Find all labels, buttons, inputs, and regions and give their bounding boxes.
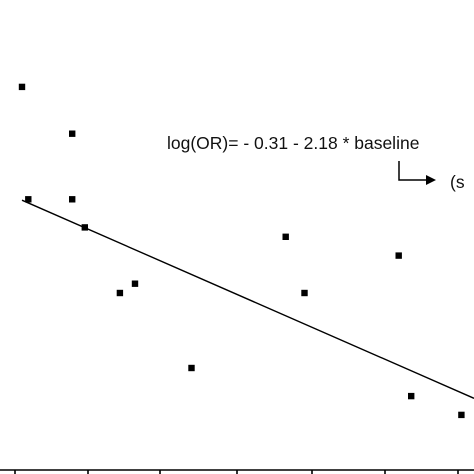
data-point-5 — [81, 224, 88, 231]
data-point-11 — [188, 364, 195, 372]
data-point-7 — [395, 252, 402, 259]
regression-equation: log(OR)= - 0.31 - 2.18 * baseline — [167, 133, 419, 153]
data-point-9 — [116, 289, 124, 297]
data-point-8 — [131, 280, 139, 287]
data-point-2 — [69, 130, 76, 137]
data-point-4 — [69, 196, 76, 203]
arrow-annotation-label: (s — [450, 172, 465, 192]
data-point-13 — [458, 411, 465, 419]
data-point-10 — [301, 289, 308, 297]
right-angle-arrow-icon — [398, 161, 436, 185]
data-point-12 — [408, 392, 415, 400]
data-point-6 — [282, 233, 289, 240]
x-axis — [0, 469, 474, 474]
regression-line — [21, 199, 474, 399]
data-point-3 — [25, 196, 32, 203]
data-points — [18, 83, 465, 419]
data-point-1 — [18, 83, 26, 91]
